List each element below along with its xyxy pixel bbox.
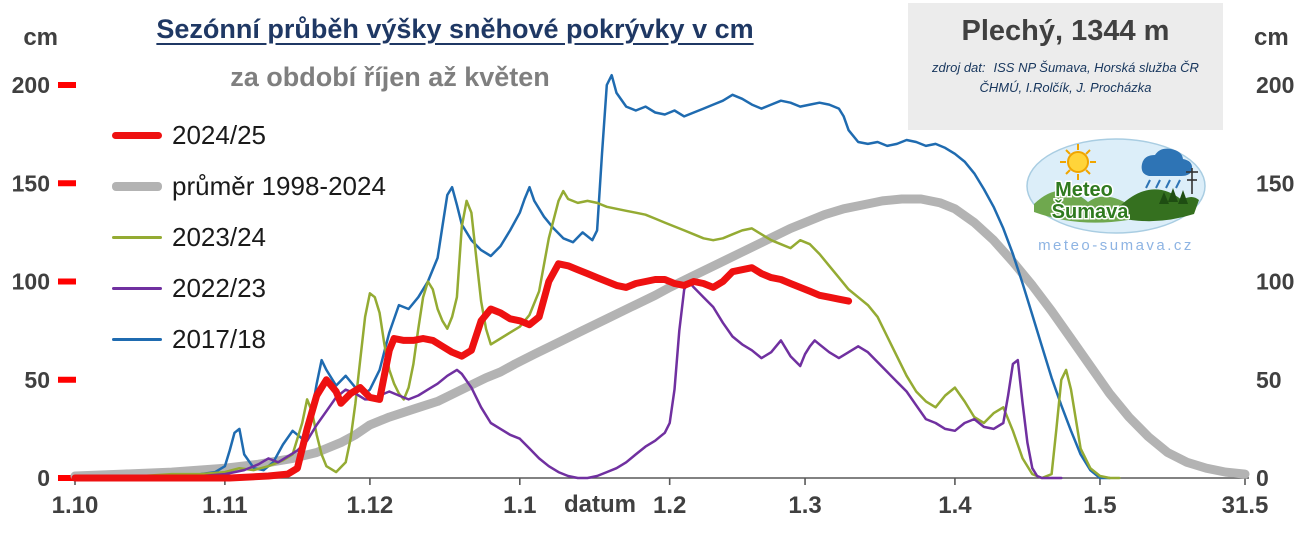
legend-swatch <box>112 287 162 290</box>
source-label: zdroj dat: <box>932 60 986 75</box>
series-line-2017-18 <box>73 73 1111 480</box>
legend-label: průměr 1998-2024 <box>172 171 386 201</box>
logo-text-meteo: Meteo <box>1055 179 1113 201</box>
y-unit-right: cm <box>1254 24 1289 51</box>
x-tick-label: 1.11 <box>202 492 247 519</box>
mountain-right <box>1120 189 1199 222</box>
logo-text-sumava: Šumava <box>1052 199 1130 223</box>
x-tick-label: 1.12 <box>347 492 394 519</box>
legend-label: 2017/18 <box>172 324 266 354</box>
meteo-sumava-logo: Meteo Šumava <box>1026 138 1206 234</box>
series-line-2024-25 <box>71 260 853 482</box>
x-tick-label: 1.2 <box>653 492 686 519</box>
x-tick-label: 1.5 <box>1083 492 1116 519</box>
legend-swatch <box>112 236 162 239</box>
x-tick-label: 31.5 <box>1222 492 1269 519</box>
series-line-pr-m-r-1998-2024 <box>70 194 1250 481</box>
legend-item-2022-23: 2022/23 <box>112 263 386 314</box>
y-unit-left: cm <box>23 24 58 51</box>
y-tick-label-left: 0 <box>37 465 50 491</box>
trees-icon <box>1159 188 1188 204</box>
y-tick-label-right: 200 <box>1256 72 1294 98</box>
y-tick-label-right: 100 <box>1256 269 1294 295</box>
title-block: Sezónní průběh výšky sněhové pokrývky v … <box>60 14 850 45</box>
source-line2: ČHMÚ, I.Rolčík, J. Procházka <box>979 80 1152 96</box>
y-tick-label-left: 50 <box>24 367 50 393</box>
weather-station-icon <box>1186 168 1198 194</box>
x-tick-label: 1.1 <box>503 492 536 519</box>
legend: 2024/25 průměr 1998-2024 2023/24 2022/23 201… <box>112 110 386 365</box>
y-tick-label-left: 200 <box>12 72 50 98</box>
legend-swatch <box>112 132 162 139</box>
x-axis-title: datum <box>564 491 636 518</box>
x-tick-label: 1.10 <box>52 492 99 519</box>
x-tick-label: 1.4 <box>938 492 972 519</box>
data-source: zdroj dat: ISS NP Šumava, Horská služba Č… <box>908 58 1223 98</box>
legend-label: 2023/24 <box>172 222 266 252</box>
y-tick-label-right: 50 <box>1256 367 1282 393</box>
y-tick-label-left: 150 <box>12 170 50 196</box>
sun-icon <box>1060 144 1096 180</box>
mountain-left <box>1034 190 1128 223</box>
y-tick-label-left: 100 <box>12 269 50 295</box>
series-line-2022-23 <box>73 280 1063 480</box>
chart-subtitle: za období říjen až květen <box>230 62 550 92</box>
legend-item-2024-25: 2024/25 <box>112 110 386 161</box>
legend-swatch <box>112 182 162 191</box>
legend-item-2023-24: 2023/24 <box>112 212 386 263</box>
x-tick-label: 1.3 <box>788 492 821 519</box>
website-url: meteo-sumava.cz <box>1038 237 1194 254</box>
legend-item-pr-m-r-1998-2024: průměr 1998-2024 <box>112 161 386 212</box>
station-info-box: Plechý, 1344 m zdroj dat: ISS NP Šumava, … <box>908 3 1223 130</box>
series-line-2023-24 <box>73 189 1121 480</box>
chart-title: Sezónní průběh výšky sněhové pokrývky v … <box>156 14 754 44</box>
rain-cloud-icon <box>1141 148 1193 189</box>
legend-label: 2024/25 <box>172 120 266 150</box>
legend-swatch <box>112 338 162 341</box>
y-tick-label-right: 150 <box>1256 170 1294 196</box>
station-name: Plechý, 1344 m <box>961 15 1170 47</box>
source-line1: ISS NP Šumava, Horská služba ČR <box>993 60 1199 75</box>
y-tick-label-right: 0 <box>1256 465 1269 491</box>
legend-label: 2022/23 <box>172 273 266 303</box>
legend-item-2017-18: 2017/18 <box>112 314 386 365</box>
